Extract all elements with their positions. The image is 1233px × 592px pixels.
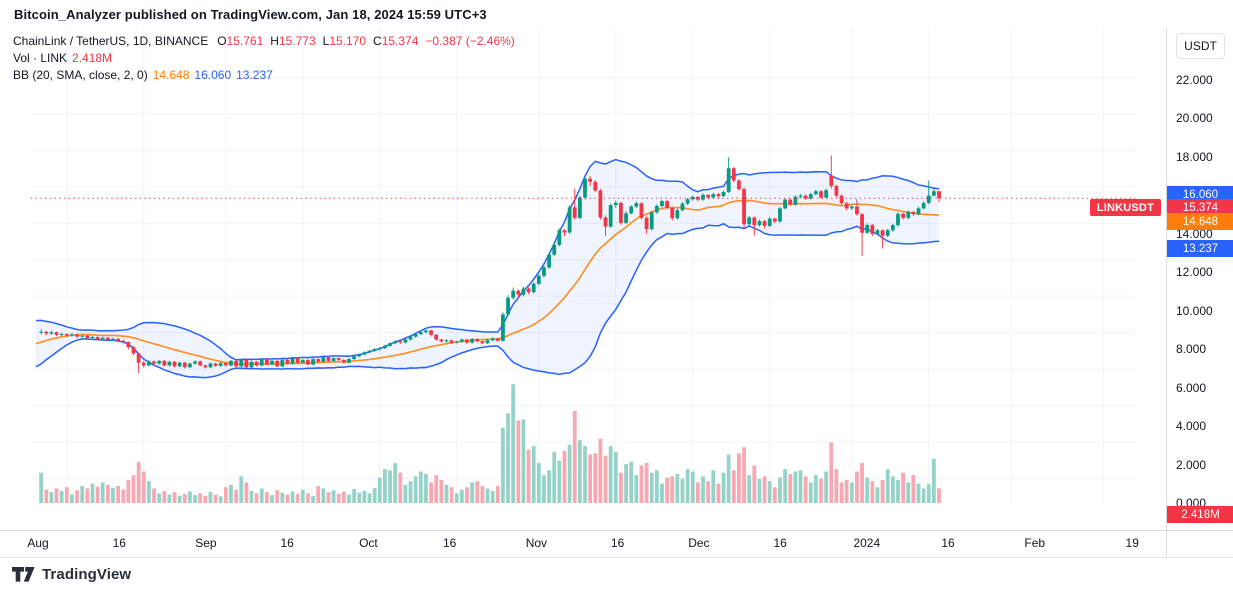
ohlc-item: C15.374	[373, 34, 419, 48]
attribution-header: Bitcoin_Analyzer published on TradingVie…	[0, 0, 1233, 28]
time-tick-label: 16	[443, 536, 457, 550]
ohlc-item: L15.170	[322, 34, 367, 48]
price-axis-badge: 14.648	[1167, 213, 1233, 231]
tradingview-logo-link[interactable]: TradingView	[12, 566, 131, 583]
time-tick-label: Dec	[688, 536, 710, 550]
volume-axis-badge: 2.418M	[1167, 506, 1233, 523]
price-tick-label: 10.000	[1176, 303, 1213, 318]
time-tick-label: Oct	[359, 536, 378, 550]
price-tick-label: 18.000	[1176, 149, 1213, 164]
price-axis-badge: 15.374	[1167, 199, 1233, 217]
price-tick-label: 4.000	[1176, 419, 1207, 434]
ohlc-item: −0.387 (−2.46%)	[425, 34, 515, 48]
time-axis[interactable]: Aug 16 Sep 16 Oct 16 Nov 16 Dec 16 2024 16 Feb 19	[0, 530, 1233, 558]
time-tick-label: 2024	[853, 536, 881, 550]
axis-corner-divider	[1166, 531, 1167, 557]
time-tick-label: 16	[941, 536, 955, 550]
chart-pane[interactable]	[0, 28, 1166, 530]
footer-bar: TradingView	[0, 557, 1233, 592]
price-tick-label: 20.000	[1176, 111, 1213, 126]
price-tick-label: 8.000	[1176, 342, 1207, 357]
price-line-symbol-label: LINKUSDT	[1089, 199, 1161, 216]
ohlc-values: O15.761 H15.773 L15.170 C15.374 −0.387 (−2.4…	[217, 33, 522, 50]
bb-basis-value: 14.648	[152, 68, 190, 82]
time-tick-label: 16	[610, 536, 625, 550]
tradingview-logo-icon	[12, 567, 35, 582]
time-tick-label: Sep	[195, 536, 217, 550]
attribution-text: Bitcoin_Analyzer published on TradingVie…	[14, 7, 487, 22]
time-tick-label: Aug	[27, 536, 49, 550]
bb-lower-value: 13.237	[236, 68, 273, 82]
volume-value: 2.418M	[72, 51, 113, 65]
price-tick-label: 12.000	[1176, 265, 1213, 280]
price-tick-label: 2.000	[1176, 457, 1207, 472]
price-axis[interactable]: USDT 0.000 2.000 4.000 6.000 8.000 10.000 12.0…	[1166, 28, 1233, 530]
price-tick-label: 22.000	[1176, 72, 1213, 87]
bb-indicator-label[interactable]: BB (20, SMA, close, 2, 0)	[13, 68, 148, 82]
legend-volume-row[interactable]: Vol · LINK 2.418M	[13, 50, 522, 67]
legend-bb-row[interactable]: BB (20, SMA, close, 2, 0) 14.648 16.060 …	[13, 67, 522, 84]
time-tick-label: 16	[112, 536, 126, 550]
time-tick-label: 16	[280, 536, 294, 550]
price-axis-badge: 13.237	[1167, 240, 1233, 258]
price-tick-label: 6.000	[1176, 380, 1207, 395]
symbol-title[interactable]: ChainLink / TetherUS, 1D, BINANCE	[13, 34, 209, 48]
time-tick-label: 19	[1125, 536, 1139, 550]
time-tick-label: Feb	[1024, 536, 1046, 550]
ohlc-item: H15.773	[270, 34, 316, 48]
time-tick-label: Nov	[525, 536, 548, 550]
currency-toggle-button[interactable]: USDT	[1176, 33, 1225, 59]
time-tick-label: 16	[773, 536, 787, 550]
volume-indicator-label[interactable]: Vol · LINK	[13, 51, 68, 65]
chart-canvas[interactable]	[0, 28, 1166, 530]
ohlc-item: O15.761	[217, 34, 264, 48]
legend-symbol-row[interactable]: ChainLink / TetherUS, 1D, BINANCE O15.76…	[13, 33, 522, 50]
price-axis-badge: 16.060	[1167, 186, 1233, 204]
tradingview-wordmark: TradingView	[42, 566, 132, 583]
chart-legend: ChainLink / TetherUS, 1D, BINANCE O15.76…	[13, 33, 522, 84]
bb-upper-value: 16.060	[194, 68, 232, 82]
